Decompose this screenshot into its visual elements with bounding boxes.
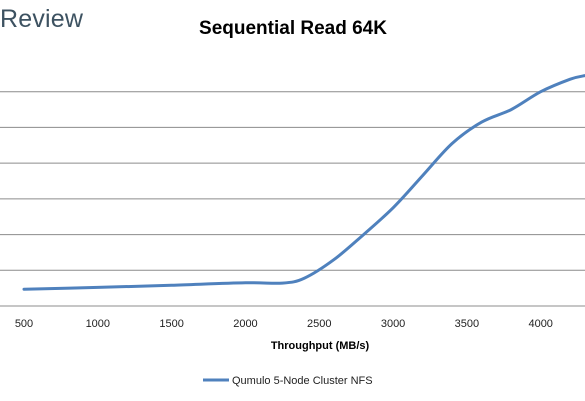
x-tick-label: 2000	[233, 318, 257, 330]
series-lines	[22, 74, 585, 291]
x-tick-label: 3500	[455, 318, 479, 330]
legend: Qumulo 5-Node Cluster NFS	[203, 375, 373, 387]
x-tick-label: 3000	[381, 318, 405, 330]
x-axis-label: Throughput (MB/s)	[271, 340, 370, 352]
x-tick-label: 500	[15, 318, 33, 330]
gridlines	[0, 91, 585, 307]
x-tick-label: 1500	[159, 318, 183, 330]
chart-title: Sequential Read 64K	[199, 18, 387, 39]
series-line	[22, 74, 585, 291]
legend-label: Qumulo 5-Node Cluster NFS	[232, 375, 373, 387]
x-tick-label: 2500	[307, 318, 331, 330]
x-tick-label: 1000	[86, 318, 110, 330]
x-axis-ticks: 500 1000 1500 2000 2500 3000 3500 4000	[15, 318, 553, 330]
x-tick-label: 4000	[528, 318, 552, 330]
brand-logo-text: Review	[0, 5, 84, 33]
